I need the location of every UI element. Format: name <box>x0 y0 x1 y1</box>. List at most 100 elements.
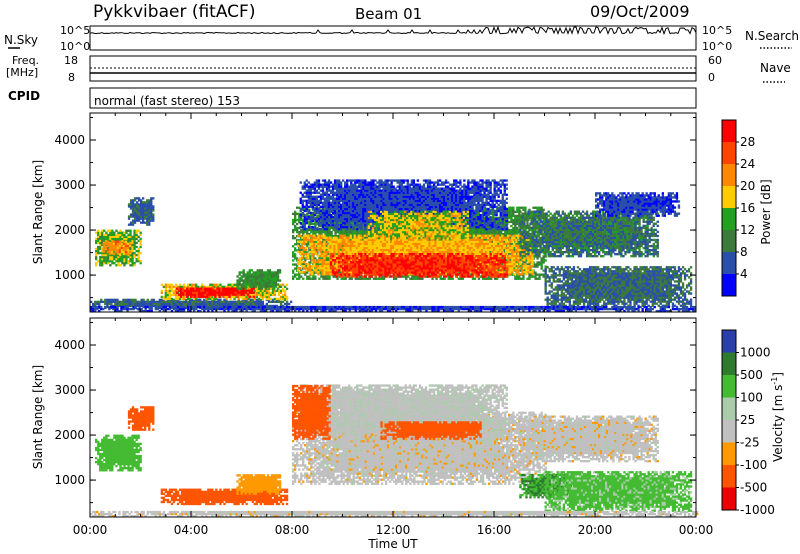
heatmap-cell <box>99 262 101 264</box>
heatmap-cell <box>274 292 276 294</box>
heatmap-cell <box>103 243 105 245</box>
heatmap-cell <box>142 222 144 224</box>
heatmap-cell <box>245 292 247 294</box>
heatmap-cell <box>193 298 195 300</box>
heatmap-cell <box>121 232 123 234</box>
heatmap-cell <box>153 301 155 303</box>
heatmap-cell <box>182 294 184 296</box>
heatmap-cell <box>125 245 127 247</box>
heatmap-cell <box>258 290 260 292</box>
heatmap-cell <box>151 303 153 305</box>
heatmap-cell <box>218 294 220 296</box>
heatmap-cell <box>165 303 167 305</box>
heatmap-cell <box>190 288 192 290</box>
heatmap-cell <box>250 303 252 305</box>
heatmap-cell <box>200 288 202 290</box>
heatmap-cell <box>119 256 121 258</box>
heatmap-cell <box>113 241 115 243</box>
heatmap-cell <box>197 301 199 303</box>
heatmap-cell <box>228 292 230 294</box>
heatmap-cell <box>144 205 146 207</box>
heatmap-cell <box>217 284 219 286</box>
heatmap-cell <box>95 242 97 244</box>
heatmap-cell <box>151 301 153 303</box>
heatmap-cell <box>259 283 261 285</box>
heatmap-cell <box>159 305 161 307</box>
heatmap-cell <box>140 252 142 254</box>
heatmap-cell <box>136 232 138 234</box>
heatmap-cell <box>105 258 107 260</box>
heatmap-cell <box>245 275 247 277</box>
heatmap-cell <box>222 292 224 294</box>
heatmap-cell <box>183 301 185 303</box>
heatmap-cell <box>109 251 111 253</box>
heatmap-cell <box>146 209 148 211</box>
heatmap-cell <box>121 247 123 249</box>
heatmap-cell <box>193 284 195 286</box>
heatmap-cell <box>245 285 247 287</box>
heatmap-cell <box>132 303 134 305</box>
heatmap-cell <box>266 296 268 298</box>
heatmap-cell <box>150 213 152 215</box>
heatmap-cell <box>119 230 121 232</box>
heatmap-cell <box>173 286 175 288</box>
heatmap-cell <box>146 207 148 209</box>
heatmap-cell <box>150 209 152 211</box>
heatmap-cell <box>128 215 130 217</box>
heatmap-cell <box>201 301 203 303</box>
heatmap-cell <box>134 220 136 222</box>
heatmap-cell <box>282 298 284 300</box>
heatmap-cell <box>264 290 266 292</box>
heatmap-cell <box>148 201 150 203</box>
heatmap-cell <box>136 218 138 220</box>
heatmap-cell <box>104 301 106 303</box>
heatmap-cell <box>130 301 132 303</box>
heatmap-cell <box>233 303 235 305</box>
heatmap-cell <box>167 301 169 303</box>
heatmap-cell <box>236 281 238 283</box>
heatmap-cell <box>213 298 215 300</box>
heatmap-cell <box>245 273 247 275</box>
heatmap-cell <box>107 260 109 262</box>
heatmap-cell <box>140 240 142 242</box>
heatmap-cell <box>117 243 119 245</box>
heatmap-cell <box>98 301 100 303</box>
heatmap-cell <box>231 303 233 305</box>
heatmap-cell <box>165 296 167 298</box>
heatmap-cell <box>268 292 270 294</box>
heatmap-cell <box>111 249 113 251</box>
heatmap-cell <box>224 288 226 290</box>
heatmap-cell <box>148 205 150 207</box>
heatmap-cell <box>206 292 208 294</box>
heatmap-cell <box>125 253 127 255</box>
heatmap-cell <box>101 256 103 258</box>
heatmap-cell <box>115 238 117 240</box>
power-heatmap <box>90 179 696 312</box>
heatmap-cell <box>136 207 138 209</box>
heatmap-cell <box>140 207 142 209</box>
heatmap-cell <box>266 298 268 300</box>
heatmap-cell <box>238 298 240 300</box>
heatmap-cell <box>220 290 222 292</box>
heatmap-cell <box>143 299 145 301</box>
heatmap-cell <box>111 234 113 236</box>
heatmap-cell <box>129 240 131 242</box>
heatmap-cell <box>229 284 231 286</box>
heatmap-cell <box>223 301 225 303</box>
heatmap-cell <box>256 292 258 294</box>
heatmap-cell <box>257 271 259 273</box>
heatmap-cell <box>119 241 121 243</box>
heatmap-cell <box>257 273 259 275</box>
heatmap-cell <box>95 256 97 258</box>
heatmap-cell <box>101 240 103 242</box>
heatmap-cell <box>111 247 113 249</box>
heatmap-cell <box>207 301 209 303</box>
heatmap-cell <box>167 296 169 298</box>
heatmap-cell <box>140 209 142 211</box>
heatmap-cell <box>195 301 197 303</box>
heatmap-cell <box>186 294 188 296</box>
heatmap-cell <box>109 232 111 234</box>
heatmap-cell <box>229 303 231 305</box>
heatmap-cell <box>255 277 257 279</box>
heatmap-cell <box>121 238 123 240</box>
